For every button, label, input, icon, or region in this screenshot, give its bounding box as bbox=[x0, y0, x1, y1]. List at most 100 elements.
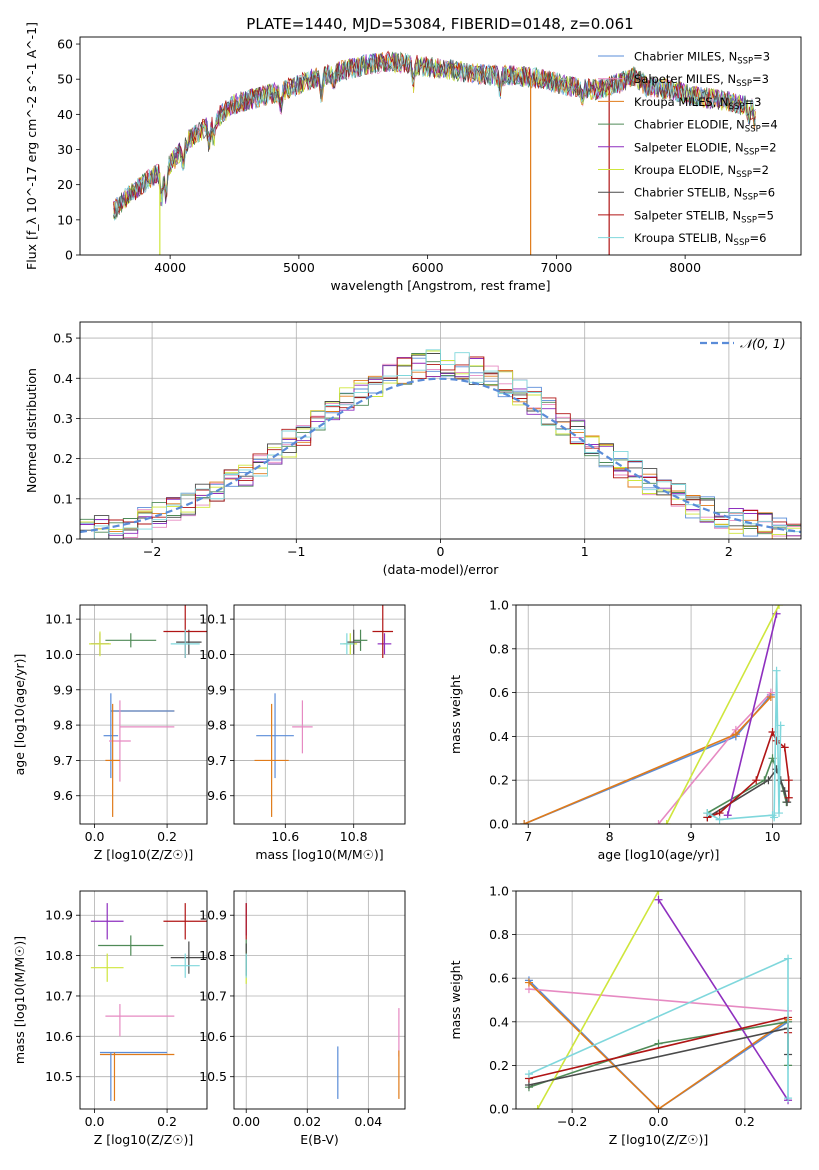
point-kroupa-miles bbox=[254, 703, 289, 817]
legend-sub: SSP bbox=[744, 147, 760, 157]
weight-marker bbox=[723, 811, 732, 820]
legend-label: Kroupa ELODIE, NSSP=2 bbox=[634, 163, 769, 180]
weight-line bbox=[726, 613, 778, 816]
x-tick-label: 10.6 bbox=[271, 829, 299, 844]
point-chabrier-elodie bbox=[98, 935, 164, 956]
x-tick-label: 8000 bbox=[669, 260, 701, 275]
x-axis-label: Z [log10(Z/Z☉)] bbox=[609, 1132, 709, 1147]
y-tick-label: 60 bbox=[57, 37, 73, 52]
y-tick-label: 9.8 bbox=[207, 718, 227, 733]
y-tick-label: 0.0 bbox=[489, 817, 509, 832]
point-kroupa-elodie bbox=[90, 953, 124, 982]
y-tick-label: 10.1 bbox=[199, 612, 227, 627]
weight-line bbox=[657, 692, 772, 824]
y-tick-label: 10.8 bbox=[199, 948, 227, 963]
x-tick-label: 0.2 bbox=[157, 829, 177, 844]
series-kroupa-stelib bbox=[703, 666, 785, 824]
y-tick-label: 10.7 bbox=[45, 988, 73, 1003]
legend-nssp: =3 bbox=[753, 50, 770, 64]
x-tick-label: 0.2 bbox=[157, 1114, 177, 1129]
panel-weights-vs-age: 7 8 9 10 0.0 0.2 0.4 0.6 0.8 1.0 age [log10(age/yr… bbox=[448, 598, 802, 862]
x-tick-label: 8 bbox=[606, 829, 614, 844]
point-kroupa-stelib bbox=[170, 629, 200, 658]
x-tick-label: 1 bbox=[581, 544, 589, 559]
figure-title: PLATE=1440, MJD=53084, FIBERID=0148, z=0… bbox=[246, 15, 633, 33]
y-tick-label: 0.4 bbox=[53, 371, 73, 386]
weight-marker bbox=[654, 1105, 663, 1109]
x-axis-label: E(B-V) bbox=[300, 1132, 339, 1147]
point-salpeter-miles bbox=[292, 700, 313, 754]
series-chabrier-elodie bbox=[703, 754, 791, 818]
legend-label: Salpeter MILES, NSSP=3 bbox=[634, 72, 769, 89]
y-tick-label: 10 bbox=[57, 212, 73, 227]
weight-marker bbox=[768, 811, 777, 820]
axes-frame bbox=[79, 890, 208, 1110]
weight-marker bbox=[654, 895, 663, 904]
x-tick-label: 0.0 bbox=[85, 829, 105, 844]
y-axis-label: mass [log10(M/M☉)] bbox=[12, 936, 27, 1064]
axes-frame bbox=[79, 36, 802, 256]
y-tick-label: 10.6 bbox=[45, 1029, 73, 1044]
weight-line bbox=[665, 605, 780, 824]
residuals-legend: 𝒩(0, 1) bbox=[700, 336, 786, 351]
x-tick-label: 0.0 bbox=[649, 1114, 669, 1129]
axes-frame bbox=[233, 890, 406, 1110]
legend-nssp: =5 bbox=[757, 208, 774, 222]
series-kroupa-elodie bbox=[533, 891, 663, 1109]
legend-nssp: =4 bbox=[761, 118, 778, 132]
series-kroupa-miles bbox=[520, 692, 775, 824]
y-tick-label: 1.0 bbox=[489, 884, 509, 899]
x-tick-label: −1 bbox=[287, 544, 305, 559]
series-kroupa-elodie bbox=[662, 605, 784, 824]
legend-nssp: =3 bbox=[744, 95, 761, 109]
y-tick-label: 10.5 bbox=[199, 1069, 227, 1084]
point-kroupa-miles bbox=[105, 703, 120, 817]
weight-line bbox=[528, 988, 789, 1012]
weight-line bbox=[707, 729, 790, 819]
panel-age-vs-mass: 10.6 10.8 9.6 9.7 9.8 9.9 10.0 10.1 mass [log10(… bbox=[199, 604, 406, 862]
y-tick-label: 0.4 bbox=[489, 729, 509, 744]
y-tick-label: 0.5 bbox=[53, 331, 73, 346]
axes-frame bbox=[79, 321, 802, 540]
x-tick-label: −2 bbox=[143, 544, 161, 559]
x-tick-label: 0 bbox=[437, 544, 445, 559]
legend-sub: SSP bbox=[742, 193, 758, 203]
y-tick-label: 0.6 bbox=[489, 685, 509, 700]
weight-marker bbox=[764, 776, 773, 785]
weight-line bbox=[523, 694, 772, 824]
legend-nssp: =6 bbox=[758, 186, 775, 200]
weight-marker bbox=[731, 730, 740, 739]
x-tick-label: 10.8 bbox=[340, 829, 368, 844]
weight-marker bbox=[766, 692, 775, 701]
axes-frame bbox=[515, 604, 802, 825]
y-axis-label: age [log10(age/yr)] bbox=[12, 654, 27, 776]
y-tick-label: 0.2 bbox=[53, 451, 73, 466]
y-tick-label: 40 bbox=[57, 107, 73, 122]
y-tick-label: 0 bbox=[65, 248, 73, 263]
x-tick-label: 2 bbox=[725, 544, 733, 559]
panel-age-vs-z: 0.0 0.2 9.6 9.7 9.8 9.9 10.0 10.1 Z [log10(Z/Z☉)… bbox=[12, 604, 208, 862]
x-axis-label: Z [log10(Z/Z☉)] bbox=[94, 1132, 194, 1147]
x-tick-label: 0.0 bbox=[85, 1114, 105, 1129]
weight-marker bbox=[784, 954, 793, 963]
y-tick-label: 9.7 bbox=[207, 753, 227, 768]
series-kroupa-stelib bbox=[524, 954, 793, 1103]
weight-marker bbox=[772, 736, 781, 745]
y-tick-label: 10.6 bbox=[199, 1029, 227, 1044]
y-tick-label: 10.8 bbox=[45, 948, 73, 963]
series-salpeter-miles bbox=[654, 688, 775, 824]
y-tick-label: 10.9 bbox=[199, 908, 227, 923]
weight-marker bbox=[703, 809, 712, 818]
x-axis-label: wavelength [Angstrom, rest frame] bbox=[330, 278, 550, 293]
weight-marker bbox=[520, 820, 529, 824]
point-chabrier-elodie bbox=[105, 633, 157, 648]
legend-sub: SSP bbox=[745, 125, 761, 135]
y-tick-label: 10.9 bbox=[45, 908, 73, 923]
panel-spectrum: 4000 5000 6000 7000 8000 0 10 20 30 40 50 60 wavelen… bbox=[24, 22, 802, 293]
y-tick-label: 9.8 bbox=[53, 718, 73, 733]
weight-marker bbox=[654, 820, 663, 824]
legend-label: Salpeter STELIB, NSSP=5 bbox=[634, 208, 774, 225]
y-tick-label: 10.1 bbox=[45, 612, 73, 627]
x-axis-label: Z [log10(Z/Z☉)] bbox=[94, 847, 194, 862]
